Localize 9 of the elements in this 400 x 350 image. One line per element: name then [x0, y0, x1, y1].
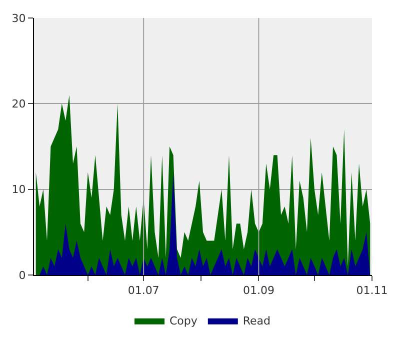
y-tick-label: 30 [12, 12, 26, 25]
legend-label: Read [242, 314, 271, 328]
x-tick-label: 01.07 [128, 284, 160, 298]
y-tick-label: 10 [12, 183, 26, 196]
x-tick-label: 01.11 [356, 284, 388, 298]
legend-label: Copy [170, 314, 198, 328]
x-tick-label: 01.09 [242, 284, 274, 298]
y-tick-label: 20 [12, 98, 26, 111]
y-tick-label: 0 [18, 268, 26, 282]
